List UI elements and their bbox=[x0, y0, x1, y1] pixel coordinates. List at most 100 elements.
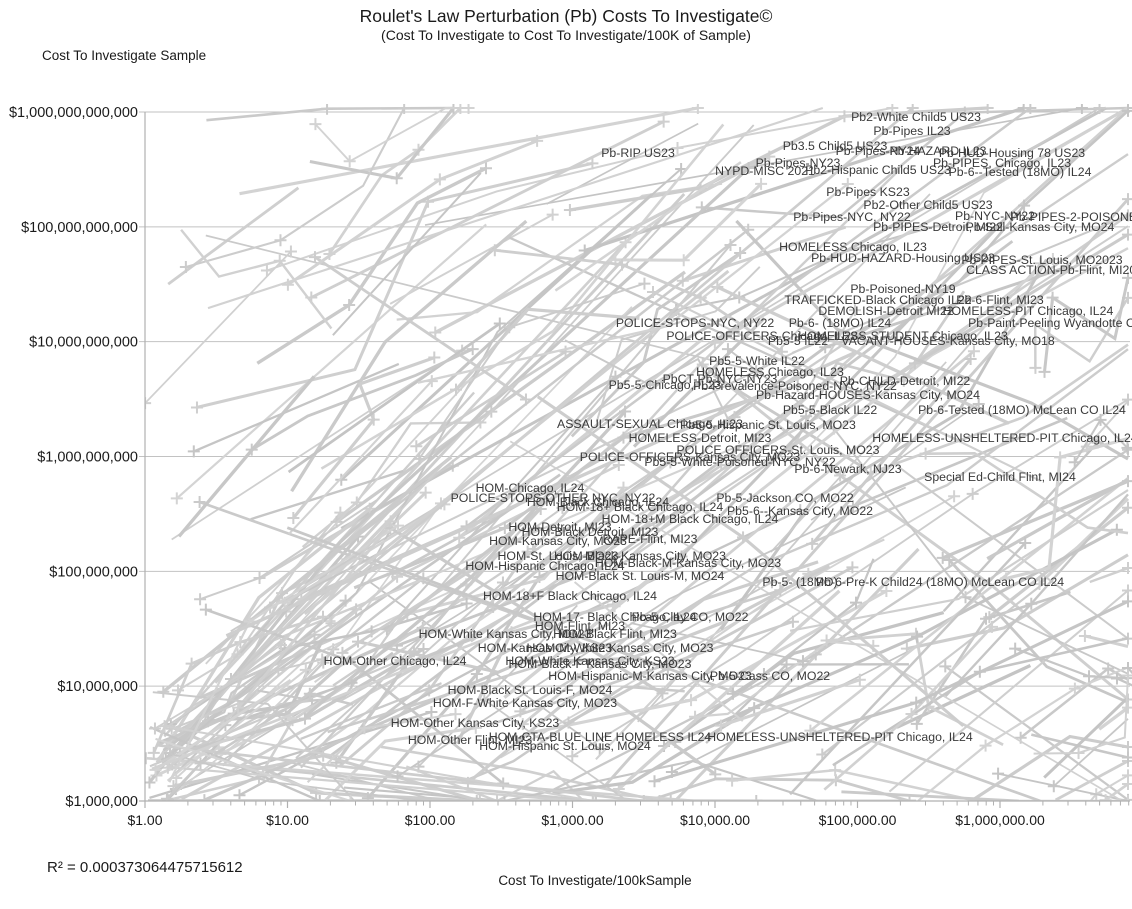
y-tick-label: $10,000,000,000 bbox=[29, 335, 138, 351]
point-label: CLASS ACTION-Pb-Flint, MI2024 bbox=[966, 263, 1132, 277]
point-label: DEMOLISH-Detroit MI22 bbox=[818, 304, 953, 318]
point-label: HOMELESS-PIT Chicago, IL24 bbox=[943, 304, 1114, 318]
point-label: Pb-6-Flint, MI23 bbox=[956, 293, 1044, 307]
x-tick-labels: $1.00 $10.00 $100.00 $1,000.00 $10,000.00 $10… bbox=[127, 812, 1045, 828]
y-tick-label: $1,000,000,000,000 bbox=[9, 105, 138, 121]
chart-title: Roulet's Law Perturbation (Pb) Costs To … bbox=[359, 6, 773, 26]
point-label: Pb-HAZARD IL23 bbox=[889, 144, 986, 158]
point-label: Pb-6--Tested (18MO) IL24 bbox=[949, 165, 1092, 179]
point-label: Pb-Poisoned-NY19 bbox=[850, 282, 955, 296]
point-label: HOMELESS-UNSHELTERED-PIT Chicago, IL24 bbox=[872, 431, 1132, 445]
point-label: Pb-Pipes-NYC, NY22 bbox=[793, 210, 911, 224]
point-label: PbCT-Pb-NYC-NY23 bbox=[663, 372, 778, 386]
x-tick-label: $100.00 bbox=[405, 812, 456, 828]
point-label: Pb5-5-Hispanic St. Louis, MO23 bbox=[680, 418, 856, 432]
point-label: Pb-Pipes-NY24 bbox=[836, 144, 921, 158]
point-label: Pb5-5-Black IL22 bbox=[783, 403, 877, 417]
x-tick-label: $10,000.00 bbox=[680, 812, 750, 828]
point-label: Pb5-5-White-Poisoned-NYC, NY22 bbox=[644, 455, 836, 469]
point-label: HOM-Black-M-Kansas City, MO23 bbox=[595, 556, 781, 570]
point-label: POLICE-OFFICERS-Kansas City, MO23 bbox=[580, 450, 801, 464]
point-label: HOM-White Kansas City, KS23 bbox=[505, 654, 674, 668]
point-label: Pb-Pipes IL23 bbox=[873, 124, 950, 138]
point-label: Pb-PIPES-St. Louis, MO2023 bbox=[961, 253, 1122, 267]
point-label: HOM-St. Louis, MO23 bbox=[498, 549, 619, 563]
point-label: HOMELESS-Detroit, MI23 bbox=[629, 431, 772, 445]
x-tick-label: $100,000.00 bbox=[819, 812, 897, 828]
x-tick-label: $1,000.00 bbox=[541, 812, 603, 828]
point-label: Pb-6-Pre-K Child24 (18MO) McLean CO IL24 bbox=[816, 575, 1064, 589]
point-label: HOM-Kansas City, KS23 bbox=[478, 641, 613, 655]
point-label: HOM-M-White Kansas City, MO23 bbox=[527, 641, 714, 655]
point-label: HOM-Hispanic-M-Kansas City, MO23 bbox=[548, 669, 752, 683]
point-label: Pb-CHILD-Detroit, MI22 bbox=[840, 374, 971, 388]
point-label: HOM-Kansas City, MO23 bbox=[489, 534, 627, 548]
point-label: Pb-HUD-HAZARD-Housing US23 bbox=[811, 251, 995, 265]
point-label: RAPE-Flint, MI23 bbox=[603, 532, 698, 546]
point-label: Pb-NYC-NY22 bbox=[955, 209, 1035, 223]
point-label: HOM-Black Flint, MI23 bbox=[553, 627, 677, 641]
point-label: POLICE-STOPS-NYC, NY22 bbox=[616, 316, 774, 330]
x-tick-label: $1,000,000.00 bbox=[955, 812, 1045, 828]
point-label: Pb-Pipes-NY23 bbox=[756, 156, 841, 170]
point-label: HOM-18+ Black Chicago, IL24 bbox=[557, 500, 724, 514]
axes bbox=[139, 112, 1130, 808]
point-label: Pb-Paint-Peeling Wyandotte Co, KS 22 bbox=[968, 316, 1132, 330]
point-label: HOM-18+F Black Chicago, IL24 bbox=[483, 589, 657, 603]
point-label: HOM-Detroit, MI23 bbox=[508, 520, 611, 534]
point-label: HOM-White Kansas City, MO23 bbox=[419, 627, 592, 641]
point-label: HOMELESS Chicago, IL23 bbox=[779, 240, 927, 254]
y-axis-title: Cost To Investigate Sample bbox=[42, 48, 207, 63]
point-label: Pb-6-Newark, NJ23 bbox=[794, 462, 901, 476]
point-label: Pb2-White Child5 US23 bbox=[851, 110, 981, 124]
point-label: HOM-Black St. Louis-F, MO24 bbox=[448, 683, 613, 697]
point-label: Pb5-5-White IL22 bbox=[709, 354, 805, 368]
point-label: HOM-F-White Kansas City, MO23 bbox=[433, 696, 617, 710]
y-tick-label: $100,000,000,000 bbox=[21, 220, 138, 236]
point-label: Pb-Soil-Kansas City, MO24 bbox=[966, 220, 1115, 234]
point-label: Pb3.5 Child5 US23 bbox=[783, 139, 888, 153]
point-label: Pb2-Hispanic Child5 US23 bbox=[805, 163, 951, 177]
y-tick-label: $10,000,000 bbox=[57, 679, 138, 695]
point-label: Pb-6-Tested (18MO) McLean CO IL24 bbox=[918, 403, 1126, 417]
point-label: HOM-18+M Black Chicago, IL24 bbox=[602, 512, 779, 526]
point-label: Pb-5-Cass CO, MO22 bbox=[710, 669, 830, 683]
point-label: HOM-Black Chicago, IL24 bbox=[527, 495, 669, 509]
point-label: POLICE-OFFICERS-Chicago, IL23 bbox=[666, 329, 858, 343]
point-label: Pb-PIPES-Detroit, MI22 bbox=[873, 220, 1003, 234]
point-label: Pb2-Other Child5 US23 bbox=[863, 198, 992, 212]
point-label: Pb-Pipes KS23 bbox=[826, 185, 910, 199]
point-label: HOM-Hispanic St. Louis, MO24 bbox=[479, 739, 651, 753]
point-label: Pb-PIPES, Chicago, IL23 bbox=[933, 156, 1071, 170]
point-label: HOM-Black St. Louis-M, MO24 bbox=[556, 569, 725, 583]
point-label: Pb-5-Jackson CO, MO22 bbox=[716, 491, 854, 505]
point-label: Pb-6- (18MO) IL24 bbox=[789, 316, 892, 330]
point-label: Pb-HUD-Housing 78 US23 bbox=[939, 146, 1085, 160]
point-label: HOM-Flint, MI23 bbox=[535, 619, 625, 633]
point-label: POLICE-STOPS-OTHER NYC, NY22 bbox=[451, 491, 656, 505]
point-label: HOMELESS-UNSHELTERED-PIT Chicago, IL24 bbox=[707, 730, 973, 744]
point-label: Pb5-5-Chicago, IL23 bbox=[609, 378, 722, 392]
series-lines bbox=[145, 104, 1132, 801]
point-label: HOM-Black-F Kansas City, MO23 bbox=[509, 657, 692, 671]
point-label: HOM-Other Flint, MI23 bbox=[408, 733, 533, 747]
point-label: HOM-17- Black Chicago, IL24 bbox=[533, 610, 697, 624]
x-tick-label: $10.00 bbox=[266, 812, 309, 828]
y-tick-labels: $1,000,000,000,000 $100,000,000,000 $10,00… bbox=[9, 105, 138, 810]
point-label: HOM-CTA-BLUE LINE HOMELESS IL24 bbox=[489, 730, 712, 744]
point-label: HOMELESS Chicago, IL23 bbox=[696, 365, 844, 379]
y-tick-label: $1,000,000 bbox=[65, 794, 138, 810]
point-label: TRAFFICKED-Black Chicago IL22 bbox=[784, 293, 971, 307]
point-label: HOM-Hispanic Chicago, IL24 bbox=[465, 559, 624, 573]
point-label: VACANT-HOUSES-Kansas City, MO18 bbox=[841, 334, 1055, 348]
y-tick-label: $1,000,000,000 bbox=[37, 450, 138, 466]
point-label: Pb-5- (18MO) bbox=[762, 575, 837, 589]
point-label: Pb5-5 IL22 bbox=[768, 334, 828, 348]
point-label: HOM-Chicago, IL24 bbox=[476, 481, 585, 495]
point-label: HOM-Black Detroit, MI23 bbox=[522, 525, 659, 539]
r-squared-label: R² = 0.000373064475715612 bbox=[47, 859, 243, 876]
point-label: Special Ed-Child Flint, MI24 bbox=[924, 470, 1076, 484]
point-label: HOM-Other Chicago, IL24 bbox=[324, 654, 467, 668]
